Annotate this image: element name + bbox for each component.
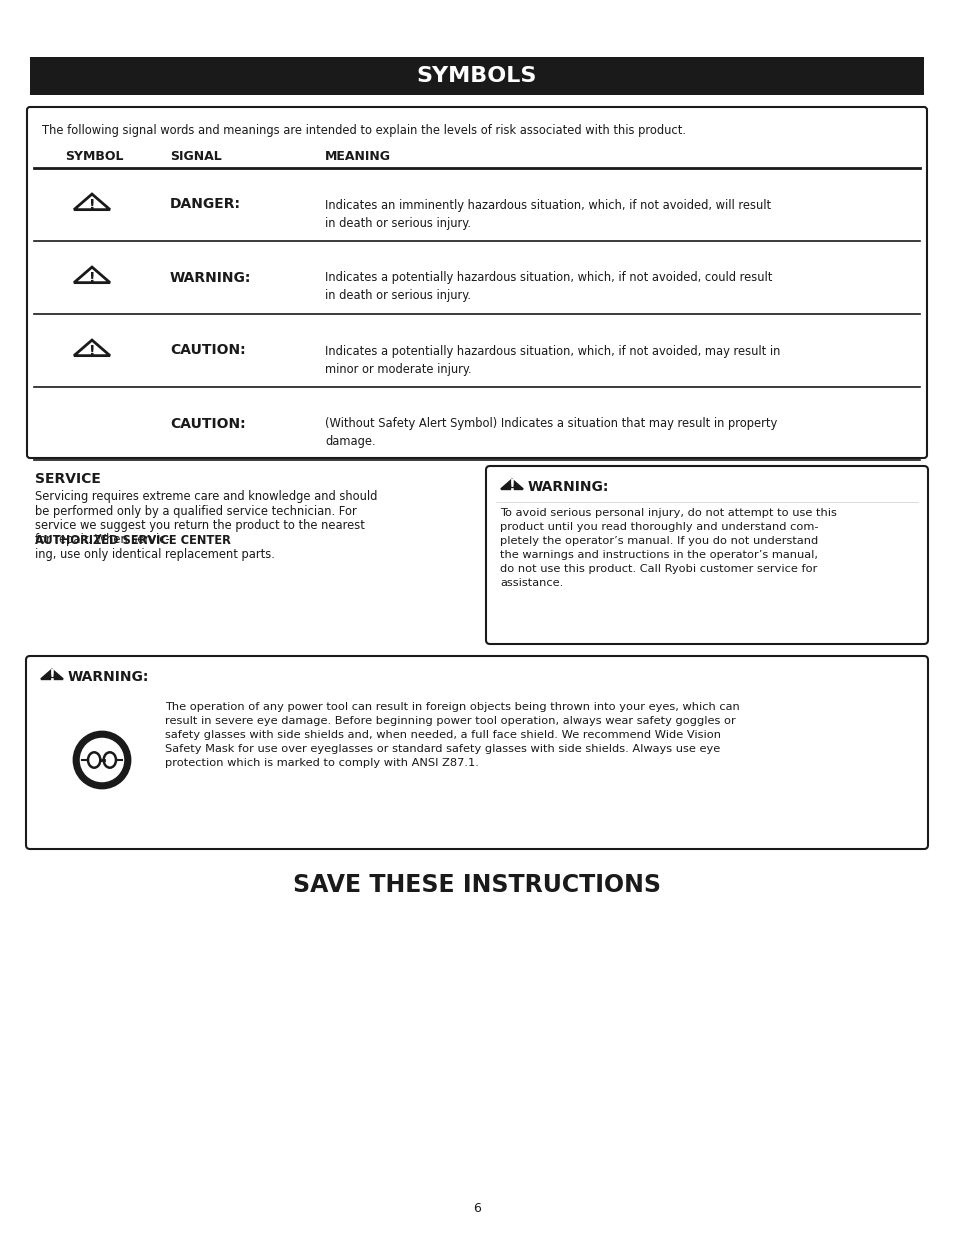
Text: SIGNAL: SIGNAL <box>170 149 221 163</box>
Text: !: ! <box>89 199 95 212</box>
Text: (Without Safety Alert Symbol) Indicates a situation that may result in property
: (Without Safety Alert Symbol) Indicates … <box>325 417 777 448</box>
Text: ing, use only identical replacement parts.: ing, use only identical replacement part… <box>35 548 274 561</box>
Polygon shape <box>500 479 522 489</box>
FancyBboxPatch shape <box>26 656 927 848</box>
Text: SYMBOL: SYMBOL <box>65 149 123 163</box>
Text: !: ! <box>508 479 515 494</box>
FancyBboxPatch shape <box>485 466 927 643</box>
Circle shape <box>74 732 130 788</box>
Text: WARNING:: WARNING: <box>68 671 150 684</box>
Ellipse shape <box>88 752 100 768</box>
Text: DANGER:: DANGER: <box>170 198 241 211</box>
Text: The following signal words and meanings are intended to explain the levels of ri: The following signal words and meanings … <box>42 124 685 137</box>
Circle shape <box>79 737 125 783</box>
Text: !: ! <box>89 272 95 285</box>
Text: Indicates a potentially hazardous situation, which, if not avoided, could result: Indicates a potentially hazardous situat… <box>325 272 772 303</box>
Text: CAUTION:: CAUTION: <box>170 416 245 431</box>
Text: WARNING:: WARNING: <box>170 270 251 284</box>
Text: MEANING: MEANING <box>325 149 391 163</box>
Polygon shape <box>74 340 110 356</box>
FancyBboxPatch shape <box>27 107 926 458</box>
Text: CAUTION:: CAUTION: <box>170 343 245 357</box>
Text: The operation of any power tool can result in foreign objects being thrown into : The operation of any power tool can resu… <box>165 701 739 768</box>
Text: WARNING:: WARNING: <box>527 480 609 494</box>
Bar <box>30 57 923 95</box>
Polygon shape <box>74 267 110 283</box>
Text: SYMBOLS: SYMBOLS <box>416 65 537 86</box>
Text: SAVE THESE INSTRUCTIONS: SAVE THESE INSTRUCTIONS <box>293 873 660 897</box>
Polygon shape <box>74 194 110 210</box>
Text: AUTHORIZED SERVICE CENTER: AUTHORIZED SERVICE CENTER <box>35 534 231 547</box>
Text: for repair. When servic-: for repair. When servic- <box>35 534 170 547</box>
Text: be performed only by a qualified service technician. For: be performed only by a qualified service… <box>35 505 356 517</box>
Ellipse shape <box>104 752 116 768</box>
Text: service we suggest you return the product to the nearest: service we suggest you return the produc… <box>35 519 364 532</box>
Polygon shape <box>41 669 63 679</box>
Text: SERVICE: SERVICE <box>35 472 101 487</box>
Text: Indicates an imminently hazardous situation, which, if not avoided, will result
: Indicates an imminently hazardous situat… <box>325 199 770 230</box>
Text: !: ! <box>89 345 95 358</box>
Text: !: ! <box>49 669 55 684</box>
Text: To avoid serious personal injury, do not attempt to use this
product until you r: To avoid serious personal injury, do not… <box>499 508 836 588</box>
Text: 6: 6 <box>473 1202 480 1215</box>
Text: Indicates a potentially hazardous situation, which, if not avoided, may result i: Indicates a potentially hazardous situat… <box>325 345 780 375</box>
Text: Servicing requires extreme care and knowledge and should: Servicing requires extreme care and know… <box>35 490 377 503</box>
